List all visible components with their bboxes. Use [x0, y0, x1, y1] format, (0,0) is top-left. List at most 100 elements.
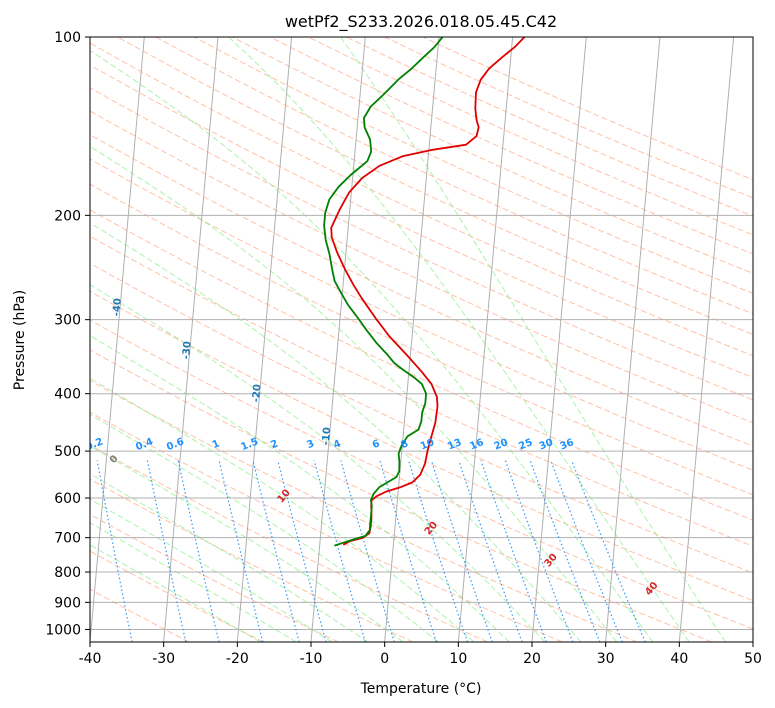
moist-adiabat-line: [90, 222, 582, 642]
isotherm-line: [310, 37, 366, 642]
y-tick-label: 500: [54, 444, 81, 460]
y-tick-label: 600: [54, 491, 81, 507]
plot-area: -100-90-80-70-60-50-40-30-20-100.10.20.4…: [90, 37, 753, 642]
y-tick-label: 300: [54, 313, 81, 329]
mixing-ratio-label: 36: [559, 437, 576, 452]
dry-adiabat-line: [346, 37, 753, 217]
mixing-ratio-line: [430, 460, 493, 642]
dry-adiabat-line: [90, 87, 753, 401]
chart-title: wetPf2_S233.2026.018.05.45.C42: [285, 12, 557, 32]
dry-adiabat-line: [90, 262, 753, 574]
moist-adiabat-line: [90, 522, 297, 642]
moist-adiabat-line: [340, 37, 727, 642]
mixing-ratio-line: [504, 460, 574, 642]
y-tick-label: 400: [54, 387, 81, 403]
isotherm-label: -40: [111, 298, 124, 317]
dry-adiabat-line: [90, 64, 753, 379]
mixing-ratio-line: [458, 460, 523, 642]
isotherm-label: -30: [181, 341, 194, 360]
isotherm-line: [605, 37, 661, 642]
moist-adiabat-line: [90, 49, 654, 642]
plot-frame: [89, 36, 754, 643]
dry-adiabat-line: [90, 411, 563, 642]
y-tick-label: 100: [54, 30, 81, 46]
mixing-ratio-line: [96, 460, 133, 642]
line-labels: -100-90-80-70-60-50-40-30-20-100.10.20.4…: [90, 298, 661, 598]
y-axis: 1000 900 800 700 600 500 400 300 200 100: [45, 30, 90, 638]
moist-adiabat-line: [90, 544, 261, 642]
x-axis-title: Temperature (°C): [360, 681, 482, 697]
dry-adiabat-line: [270, 37, 753, 255]
isotherm-line: [384, 37, 440, 642]
mixing-ratio-label: 13: [446, 437, 463, 452]
mixing-ratio-line: [571, 460, 646, 642]
x-tick-label: 10: [449, 651, 467, 667]
mixing-ratio-line: [177, 460, 220, 642]
x-tick-label: -40: [79, 651, 102, 667]
mixing-ratio-label: 4: [332, 438, 343, 451]
mixing-ratio-line: [277, 460, 327, 642]
dry-adiabat-line: [155, 37, 753, 315]
mixing-ratio-line: [218, 460, 264, 642]
mixing-ratio-lines: [96, 460, 646, 642]
isotherm-label: -10: [321, 427, 334, 446]
isobar-gridlines: [90, 37, 753, 630]
y-axis-title: Pressure (hPa): [12, 290, 28, 390]
x-tick-label: 50: [744, 651, 762, 667]
mixing-ratio-line: [550, 460, 623, 642]
isotherm-line: [236, 37, 293, 642]
dry-adiabat-line: [308, 37, 753, 236]
y-tick-label: 800: [54, 565, 81, 581]
x-tick-label: -30: [152, 651, 175, 667]
x-tick-label: -10: [300, 651, 323, 667]
mixing-ratio-label: 3: [305, 438, 316, 451]
moist-adiabat-line: [90, 473, 368, 642]
mixing-ratio-label: 2: [269, 438, 280, 451]
dry-adiabat-line: [90, 290, 753, 602]
isotherm-line: [678, 37, 735, 642]
dry-adiabat-line: [90, 319, 753, 630]
y-tick-label: 900: [54, 595, 81, 611]
mixing-ratio-label: 30: [538, 437, 555, 452]
sounding-profiles: [323, 37, 526, 547]
mixing-ratio-label: 6: [371, 438, 382, 451]
dry-adiabat-line: [384, 37, 753, 199]
dewpoint-profile: [323, 37, 444, 547]
mixing-ratio-label: 10: [419, 437, 436, 452]
moist-adiabat-line: [90, 413, 439, 642]
dry-adiabat-line: [193, 37, 753, 294]
moist-adiabat-line: [90, 335, 510, 642]
mixing-ratio-label: 1: [211, 438, 222, 451]
y-tick-label: 200: [54, 208, 81, 224]
dry-adiabat-line: [90, 42, 753, 357]
isotherm-line: [531, 37, 587, 642]
isotherm-line: [457, 37, 514, 642]
moist-adiabats: [90, 37, 727, 642]
moist-adiabat-line: [90, 498, 333, 642]
mixing-ratio-line: [313, 460, 366, 642]
mixing-ratio-label: 25: [517, 437, 534, 452]
mixing-ratio-line: [480, 460, 547, 642]
x-tick-label: 0: [380, 651, 389, 667]
x-tick-label: -20: [226, 651, 249, 667]
y-tick-label: 700: [54, 531, 81, 547]
dry-adiabat-line: [90, 134, 753, 447]
moist-adiabat-line: [90, 284, 546, 642]
dry-adiabat-line: [90, 235, 753, 547]
x-tick-label: 40: [670, 651, 688, 667]
mixing-ratio-line: [529, 460, 601, 642]
moist-adiabat-line: [90, 377, 475, 642]
mixing-ratio-label: 20: [493, 437, 510, 452]
x-tick-label: 20: [523, 651, 541, 667]
x-axis: -40 -30 -20 -10 0 10 20 30 40 50: [79, 642, 762, 667]
y-tick-label: 1000: [45, 622, 81, 638]
isotherm-line: [90, 37, 145, 642]
mixing-ratio-line: [252, 460, 300, 642]
mixing-ratio-label: 8: [399, 438, 410, 451]
isotherms: [90, 37, 753, 642]
mixing-ratio-line: [146, 460, 187, 642]
dry-adiabat-line: [90, 110, 753, 424]
isotherm-line: [163, 37, 219, 642]
isotherm-label: -20: [251, 384, 264, 403]
